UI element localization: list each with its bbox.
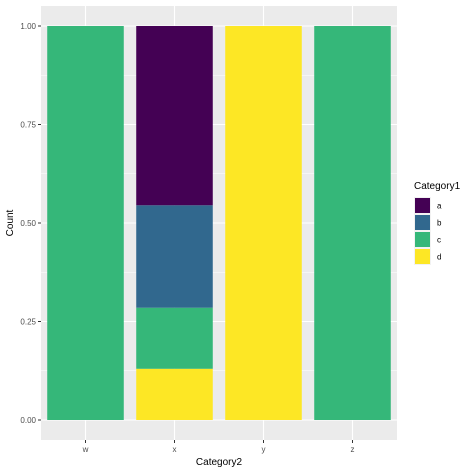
y-tick-label: 0.50 <box>20 219 36 228</box>
legend-label-c: c <box>437 236 441 245</box>
bar-segment-x-a <box>136 26 213 206</box>
y-axis: 0.00 0.25 0.50 0.75 1.00 <box>20 22 41 425</box>
y-tick-label: 0.00 <box>20 416 36 425</box>
legend-label-b: b <box>437 219 442 228</box>
bar-segment-x-b <box>136 205 213 308</box>
legend-key-a <box>415 198 430 213</box>
x-tick-label: z <box>351 445 355 454</box>
bar-segment-x-c <box>136 307 213 369</box>
x-tick-label: w <box>82 445 89 454</box>
legend-label-d: d <box>437 253 441 262</box>
legend-key-d <box>415 249 430 264</box>
x-tick-label: x <box>173 445 177 454</box>
x-axis-title: Category2 <box>196 457 243 468</box>
bar-segment-x-d <box>136 368 213 420</box>
y-axis-title: Count <box>5 209 16 236</box>
legend-title: Category1 <box>414 181 461 192</box>
x-tick-label: y <box>262 445 266 454</box>
legend-key-b <box>415 215 430 230</box>
y-tick-label: 0.75 <box>20 121 36 130</box>
bar-segment-z-c <box>314 26 391 420</box>
bars <box>47 26 391 420</box>
y-tick-label: 1.00 <box>20 22 36 31</box>
x-axis: w x y z <box>82 440 355 454</box>
legend-label-a: a <box>437 202 442 211</box>
legend-key-c <box>415 232 430 247</box>
bar-segment-w-c <box>47 26 124 420</box>
y-tick-label: 0.25 <box>20 318 36 327</box>
bar-segment-y-d <box>225 26 302 420</box>
